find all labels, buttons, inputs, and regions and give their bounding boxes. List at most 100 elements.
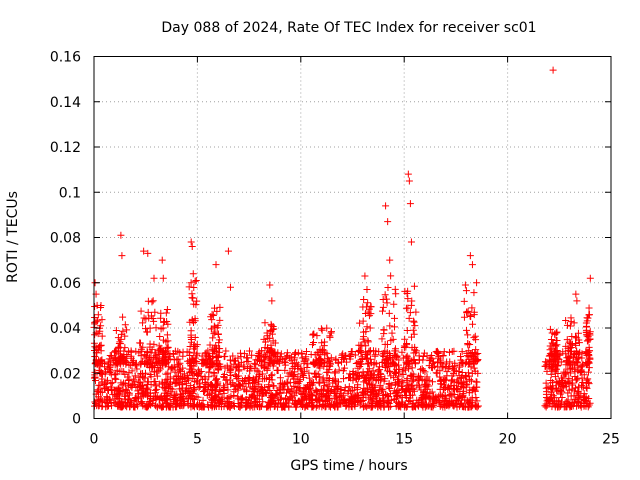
data-point (375, 386, 383, 394)
data-point (245, 379, 253, 387)
data-point (387, 381, 395, 389)
data-point (241, 375, 249, 383)
data-point (421, 380, 429, 388)
data-point (354, 364, 362, 372)
data-point (464, 307, 472, 315)
data-point (223, 401, 231, 409)
data-point (111, 354, 119, 362)
data-point (205, 368, 213, 376)
data-point (573, 297, 581, 305)
data-point (139, 382, 147, 390)
data-point (566, 344, 574, 352)
data-point (553, 378, 561, 386)
data-point (565, 338, 573, 346)
data-point (564, 389, 572, 397)
data-point (260, 353, 268, 361)
data-point (387, 272, 395, 280)
data-point (146, 398, 154, 406)
data-point (380, 352, 388, 360)
data-point (361, 387, 369, 395)
data-point (307, 351, 315, 359)
data-point (558, 388, 566, 396)
data-point (575, 339, 583, 347)
data-point (566, 322, 574, 330)
x-tick-label: 5 (193, 432, 202, 448)
data-point (290, 375, 298, 383)
data-point (370, 371, 378, 379)
data-point (263, 329, 271, 337)
data-point (569, 354, 577, 362)
data-point (465, 389, 473, 397)
data-point (261, 375, 269, 383)
data-point (386, 322, 394, 330)
data-point (177, 374, 185, 382)
data-point (171, 368, 179, 376)
data-point (209, 334, 217, 342)
data-point (369, 367, 377, 375)
data-point (244, 399, 252, 407)
data-point (450, 370, 458, 378)
data-point (551, 351, 559, 359)
data-point (282, 399, 290, 407)
data-point (120, 347, 128, 355)
data-point (116, 386, 124, 394)
data-point (542, 384, 550, 392)
data-point (298, 366, 306, 374)
data-point (309, 330, 317, 338)
data-point (362, 328, 370, 336)
data-point (315, 355, 323, 363)
data-point (166, 380, 174, 388)
data-point (419, 353, 427, 360)
data-point (564, 396, 572, 404)
data-point (201, 375, 209, 383)
data-point (141, 390, 149, 398)
data-point (173, 390, 181, 398)
data-point (436, 373, 444, 381)
data-point (365, 312, 373, 320)
data-point (152, 324, 160, 332)
data-point (325, 389, 333, 397)
data-point (310, 379, 318, 387)
data-point (386, 384, 394, 392)
data-point (326, 360, 334, 368)
data-point (191, 317, 199, 325)
data-point (267, 327, 275, 335)
data-point (107, 386, 115, 394)
data-point (139, 319, 147, 327)
data-point (220, 389, 228, 397)
data-point (270, 403, 278, 411)
data-point (144, 378, 152, 386)
data-point (364, 360, 372, 368)
data-point (308, 389, 316, 397)
data-point (248, 379, 256, 387)
data-point (390, 300, 398, 308)
data-point (550, 348, 558, 356)
data-point (455, 372, 463, 380)
data-point (94, 346, 102, 354)
data-point (390, 314, 398, 322)
data-point (374, 366, 382, 374)
data-point (448, 392, 456, 400)
data-point (202, 349, 210, 357)
data-point (212, 403, 220, 411)
data-point (323, 354, 331, 362)
data-point (585, 351, 593, 359)
data-point (555, 381, 563, 389)
data-point (226, 356, 234, 364)
data-point (206, 341, 214, 349)
data-point (367, 355, 375, 363)
data-point (541, 358, 549, 366)
data-point (214, 330, 222, 338)
data-point (323, 324, 331, 332)
data-point (352, 369, 360, 377)
data-point (426, 357, 434, 365)
data-point (319, 346, 327, 354)
data-point (266, 281, 274, 289)
data-point (430, 362, 438, 370)
data-point (562, 370, 570, 378)
data-point (359, 391, 367, 399)
data-point (188, 369, 196, 377)
data-point (455, 393, 463, 401)
data-point (404, 170, 412, 178)
data-point (318, 339, 326, 347)
